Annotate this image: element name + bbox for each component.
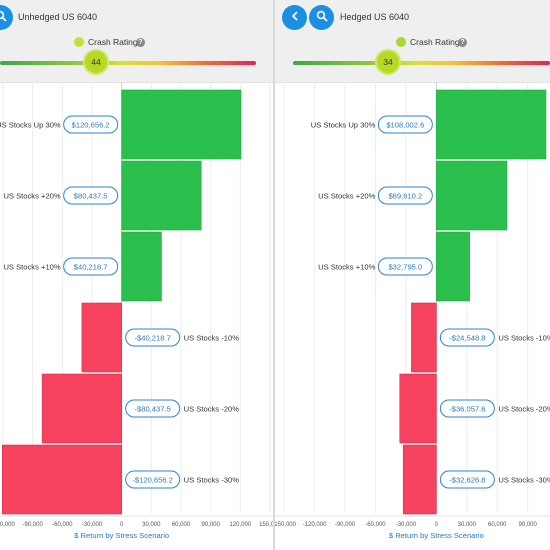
x-axis-title: $ Return by Stress Scenario <box>74 531 169 540</box>
x-tick-label: -90,000 <box>335 522 356 528</box>
x-tick-label: 30,000 <box>142 522 161 528</box>
panel-divider <box>273 0 275 550</box>
panel-hedged: Hedged US 6040 Crash Rating ? 34 $108,00… <box>275 0 550 550</box>
x-tick-label: 60,000 <box>488 522 507 528</box>
x-tick-label: -60,000 <box>52 522 73 528</box>
value-pill <box>377 257 433 276</box>
value-label: -$32,626.8 <box>449 476 485 485</box>
search-button[interactable] <box>0 5 13 30</box>
category-label: US Stocks -30% <box>498 476 550 485</box>
x-tick-label: -120,000 <box>0 522 15 528</box>
bar <box>81 302 122 373</box>
x-tick-label: -60,000 <box>365 522 386 528</box>
category-label: US Stocks -10% <box>184 334 240 343</box>
x-tick-label: 90,000 <box>518 522 537 528</box>
value-label: -$24,548.8 <box>449 334 485 343</box>
category-label: US Stocks -20% <box>184 405 240 414</box>
value-pill <box>63 115 119 134</box>
bar <box>436 89 547 160</box>
search-icon <box>0 9 7 27</box>
value-label: $32,795.0 <box>388 263 422 272</box>
panel-header: Hedged US 6040 Crash Rating ? 34 <box>275 0 550 83</box>
bar <box>121 89 242 160</box>
value-pill <box>439 328 495 347</box>
value-label: -$80,437.5 <box>135 405 171 414</box>
stress-chart-hedged: $108,002.6 US Stocks Up 30% $69,610.2 US St… <box>275 82 550 540</box>
value-label: $108,002.6 <box>386 121 424 130</box>
x-tick-label: 0 <box>120 522 124 528</box>
value-pill <box>125 328 181 347</box>
x-tick-label: 120,000 <box>230 522 252 528</box>
x-tick-label: 150,000 <box>259 522 273 528</box>
x-tick-label: -150,000 <box>275 522 297 528</box>
panel-title: Unhedged US 6040 <box>18 12 98 22</box>
category-label: US Stocks +20% <box>3 192 60 201</box>
value-pill <box>439 399 495 418</box>
x-tick-label: -30,000 <box>396 522 417 528</box>
value-label: -$36,057.6 <box>449 405 485 414</box>
crash-rating-scale <box>293 61 550 65</box>
category-label: US Stocks Up 30% <box>311 121 376 130</box>
value-pill <box>63 257 119 276</box>
x-tick-label: 60,000 <box>172 522 191 528</box>
value-pill <box>439 470 495 489</box>
bar <box>411 302 437 373</box>
bar <box>2 444 122 515</box>
value-pill <box>63 186 119 205</box>
crash-rating-label: Crash Rating <box>410 37 460 47</box>
panel-header: Unhedged US 6040 Crash Rating ? 44 <box>0 0 273 83</box>
value-label: $120,656.2 <box>72 121 110 130</box>
value-label: $69,610.2 <box>388 192 422 201</box>
crash-rating-knob[interactable]: 44 <box>83 49 109 75</box>
crash-rating-value: 44 <box>91 57 101 67</box>
back-button[interactable] <box>282 5 307 30</box>
crash-rating-knob[interactable]: 34 <box>375 49 401 75</box>
stress-chart-unhedged: $120,656.2 US Stocks Up 30% $80,437.5 US St… <box>0 82 273 540</box>
crash-rating-row: Crash Rating ? <box>275 36 550 48</box>
crash-rating-label: Crash Rating <box>88 37 138 47</box>
bar <box>121 160 202 231</box>
bar <box>436 160 508 231</box>
value-pill <box>125 399 181 418</box>
bar <box>402 444 437 515</box>
x-tick-label: -90,000 <box>22 522 43 528</box>
x-tick-label: 90,000 <box>202 522 221 528</box>
crash-indicator-dot <box>396 37 406 47</box>
search-button[interactable] <box>309 5 334 30</box>
help-icon[interactable]: ? <box>136 38 145 47</box>
x-tick-label: 0 <box>435 522 439 528</box>
value-pill <box>377 186 433 205</box>
search-icon <box>316 9 328 27</box>
category-label: US Stocks +20% <box>318 192 375 201</box>
x-tick-label: -30,000 <box>82 522 103 528</box>
crash-rating-scale <box>0 61 256 65</box>
category-label: US Stocks -30% <box>184 476 240 485</box>
value-pill <box>377 115 433 134</box>
category-label: US Stocks +10% <box>318 263 375 272</box>
category-label: US Stocks -10% <box>498 334 550 343</box>
x-tick-label: -120,000 <box>303 522 327 528</box>
value-label: -$40,218.7 <box>135 334 171 343</box>
crash-rating-row: Crash Rating ? <box>0 36 273 48</box>
category-label: US Stocks -20% <box>498 405 550 414</box>
x-axis-title: $ Return by Stress Scenario <box>389 531 484 540</box>
panel-title: Hedged US 6040 <box>340 12 410 22</box>
chevron-left-icon <box>289 9 301 27</box>
value-label: -$120,656.2 <box>132 476 173 485</box>
help-icon[interactable]: ? <box>458 38 467 47</box>
bar <box>41 373 122 444</box>
crash-rating-value: 34 <box>383 57 393 67</box>
value-label: $80,437.5 <box>74 192 108 201</box>
x-tick-label: 30,000 <box>458 522 477 528</box>
bar <box>121 231 162 302</box>
crash-indicator-dot <box>74 37 84 47</box>
category-label: US Stocks +10% <box>3 263 60 272</box>
bar <box>436 231 470 302</box>
panel-unhedged: Unhedged US 6040 Crash Rating ? 44 $120,… <box>0 0 273 550</box>
bar <box>399 373 437 444</box>
value-label: $40,218.7 <box>74 263 108 272</box>
value-pill <box>125 470 181 489</box>
category-label: US Stocks Up 30% <box>0 121 61 130</box>
